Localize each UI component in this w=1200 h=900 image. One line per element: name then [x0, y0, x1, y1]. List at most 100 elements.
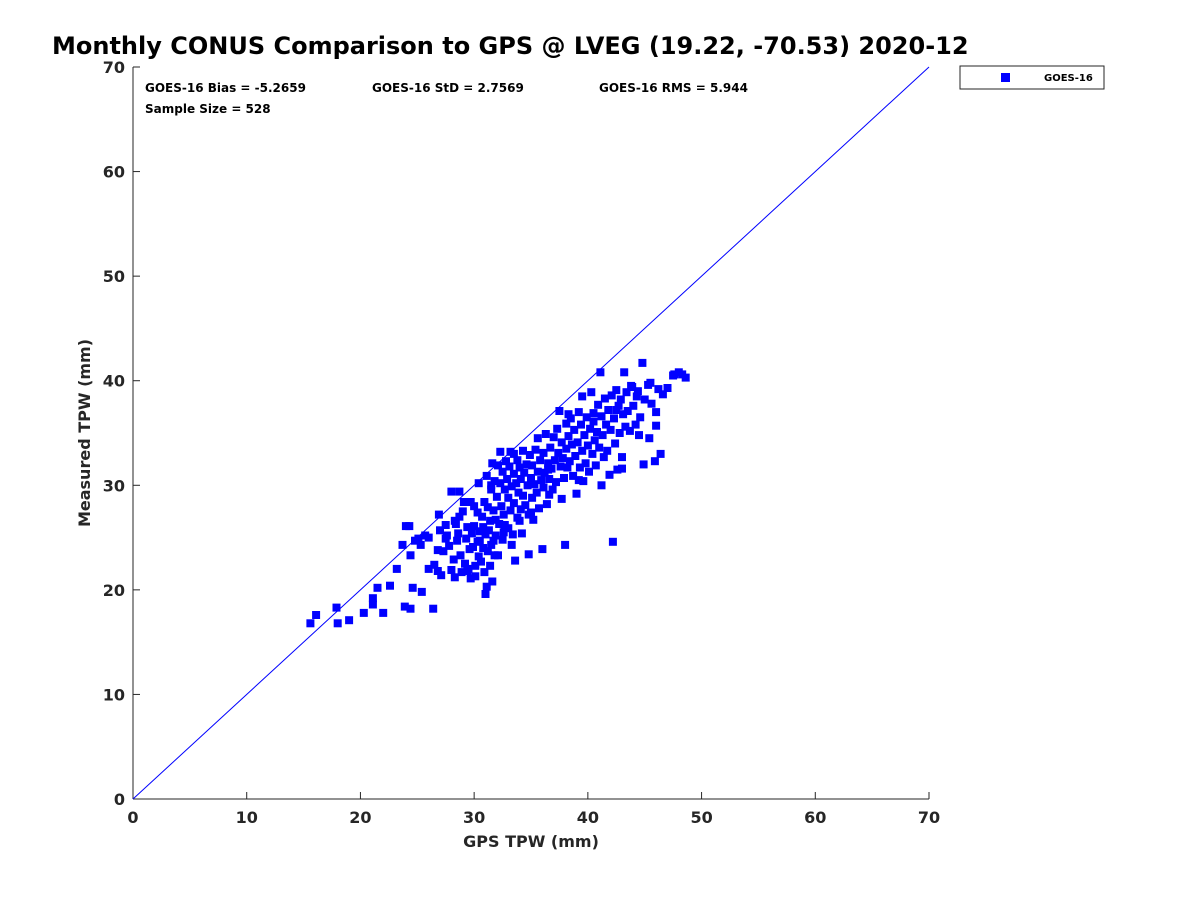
data-point	[529, 515, 538, 524]
data-point	[536, 456, 545, 465]
data-point	[497, 502, 506, 511]
data-point	[504, 524, 513, 533]
data-point	[580, 431, 589, 440]
data-point	[612, 406, 621, 414]
data-point	[603, 446, 612, 455]
data-point	[441, 534, 450, 543]
legend-marker-goes16	[1001, 73, 1010, 82]
data-point	[577, 420, 585, 429]
data-point	[556, 462, 565, 471]
data-point	[474, 479, 483, 488]
data-point	[652, 421, 661, 430]
data-point	[513, 456, 522, 465]
data-point	[596, 368, 605, 377]
data-point	[487, 485, 496, 494]
data-point	[514, 488, 523, 497]
data-point	[489, 506, 498, 515]
data-point	[496, 447, 505, 456]
data-point	[607, 391, 616, 400]
data-point	[572, 489, 581, 498]
data-point	[582, 413, 591, 422]
x-tick-label: 30	[463, 808, 485, 827]
data-point	[549, 433, 558, 442]
data-point	[433, 567, 442, 575]
data-point	[562, 419, 571, 428]
data-point	[629, 401, 638, 410]
goes16-points	[306, 358, 690, 628]
data-point	[466, 498, 475, 506]
data-point	[615, 429, 624, 437]
data-point	[515, 516, 524, 525]
one-to-one-reference-line	[132, 66, 930, 800]
x-axis-ticks: 0 10 20 30 40 50 60 70	[127, 792, 940, 827]
data-point	[486, 561, 495, 570]
data-point	[333, 619, 342, 628]
data-point	[616, 395, 625, 404]
data-point	[548, 485, 557, 494]
data-point	[602, 420, 611, 429]
data-point	[312, 611, 321, 619]
data-point	[658, 390, 667, 399]
data-point	[437, 571, 446, 580]
data-point	[475, 536, 484, 545]
data-point	[447, 487, 456, 496]
data-point	[636, 413, 645, 422]
data-point	[669, 371, 678, 380]
data-point	[505, 462, 514, 471]
data-point	[498, 535, 507, 544]
y-tick-label: 0	[114, 790, 125, 809]
data-point	[462, 534, 471, 543]
data-point	[502, 457, 510, 466]
data-point	[638, 358, 647, 367]
data-point	[470, 502, 479, 511]
data-point	[567, 440, 576, 449]
data-point	[581, 459, 590, 468]
data-point	[379, 608, 388, 617]
data-point	[595, 443, 604, 452]
data-point	[481, 530, 490, 539]
data-point	[554, 448, 563, 457]
data-point	[517, 529, 526, 538]
data-point	[574, 408, 583, 417]
data-point	[471, 572, 480, 581]
data-point	[523, 481, 532, 490]
data-point	[455, 487, 464, 496]
data-point	[507, 540, 516, 549]
data-point	[398, 540, 407, 549]
y-tick-label: 10	[103, 685, 125, 704]
data-point	[599, 453, 608, 462]
data-point	[512, 479, 521, 488]
data-point	[477, 557, 485, 566]
data-point	[469, 543, 477, 551]
data-point	[533, 434, 542, 443]
data-point	[414, 534, 423, 543]
data-point	[519, 491, 527, 500]
data-point	[539, 448, 548, 457]
data-point	[509, 499, 518, 508]
data-point	[533, 467, 542, 476]
data-point	[424, 533, 433, 542]
data-point	[605, 470, 614, 479]
data-point	[546, 443, 555, 452]
data-point	[408, 583, 417, 592]
data-point	[433, 546, 442, 555]
data-point	[463, 523, 472, 532]
data-point	[545, 475, 554, 483]
data-point	[586, 424, 595, 433]
data-point	[306, 619, 315, 628]
data-point	[590, 436, 599, 445]
data-point	[656, 449, 665, 458]
data-point	[488, 459, 497, 468]
data-point	[481, 590, 490, 598]
data-point	[645, 434, 654, 443]
x-tick-label: 10	[236, 808, 258, 827]
data-point	[483, 503, 492, 512]
data-point	[597, 481, 606, 490]
data-point	[575, 463, 584, 472]
data-point	[474, 552, 483, 561]
data-point	[345, 616, 354, 625]
data-point	[480, 568, 489, 577]
data-point	[392, 564, 401, 573]
data-point	[434, 510, 443, 519]
